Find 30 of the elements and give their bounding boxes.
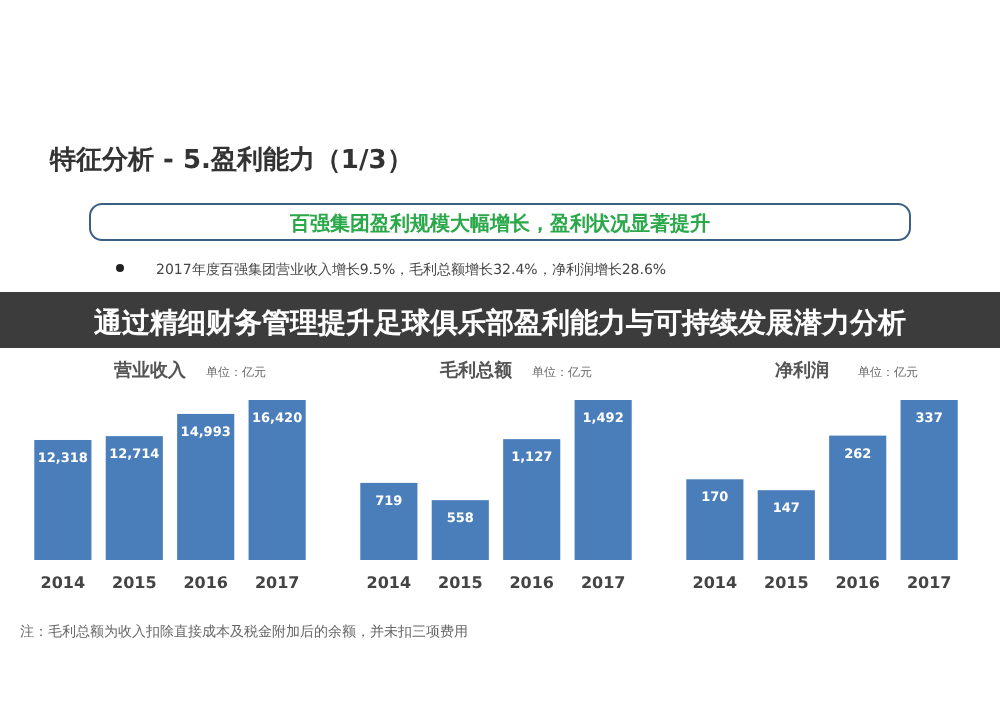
bar — [177, 413, 235, 560]
bar — [686, 479, 744, 560]
chart-title: 净利润 — [775, 360, 829, 382]
x-tick-label: 2017 — [906, 574, 952, 592]
x-tick-label: 2016 — [509, 574, 555, 592]
bar — [360, 482, 418, 560]
bar — [757, 490, 815, 560]
x-tick-label: 2016 — [835, 574, 881, 592]
x-tick-label: 2017 — [580, 574, 626, 592]
bar — [34, 439, 92, 560]
bar — [829, 435, 887, 560]
bar — [105, 436, 163, 560]
chart-title: 营业收入 — [112, 360, 188, 382]
x-tick-label: 2015 — [112, 574, 158, 592]
text: 百强集团盈利规模大幅增长，盈利状况显著提升 — [288, 212, 710, 236]
x-tick-label: 2016 — [183, 574, 229, 592]
x-tick-label: 2015 — [438, 574, 484, 592]
x-tick-label: 2017 — [254, 574, 300, 592]
x-tick-label: 2014 — [366, 574, 412, 592]
x-tick-label: 2015 — [764, 574, 810, 592]
x-tick-label: 2014 — [692, 574, 738, 592]
bar — [431, 500, 489, 560]
bar — [248, 400, 306, 560]
bar — [900, 400, 958, 560]
x-tick-label: 2014 — [40, 574, 86, 592]
bar — [574, 400, 632, 560]
text: 特征分析 - 5.盈利能力（1/3） — [48, 144, 413, 176]
text: 通过精细财务管理提升足球俱乐部盈利能力与可持续发展潜力分析 — [92, 306, 906, 340]
chart-title: 毛利总额 — [438, 360, 514, 382]
bar — [503, 439, 561, 560]
